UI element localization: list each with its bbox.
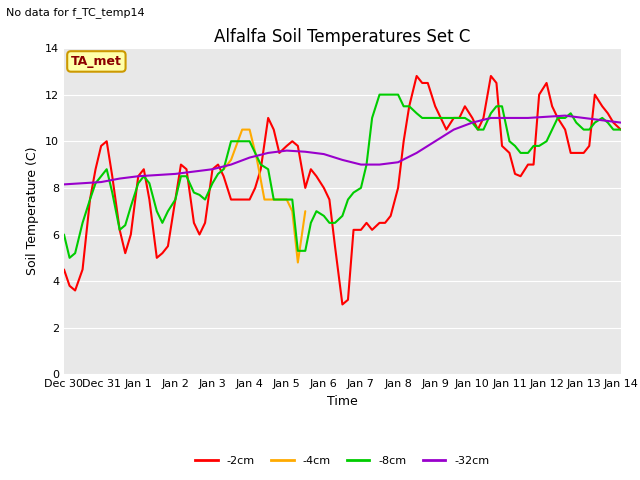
-8cm <box>617 127 625 132</box>
-8cm <box>376 92 383 97</box>
-4cm <box>266 197 274 203</box>
-32cm <box>524 115 532 121</box>
-4cm <box>253 157 261 163</box>
-32cm <box>543 114 550 120</box>
Line: -2cm: -2cm <box>64 76 621 304</box>
-32cm <box>580 115 588 121</box>
-4cm <box>227 157 235 163</box>
-32cm <box>153 172 161 178</box>
-32cm <box>283 148 291 154</box>
-4cm <box>283 197 291 203</box>
-32cm <box>357 162 365 168</box>
-2cm <box>339 301 346 307</box>
-2cm <box>387 213 394 219</box>
-32cm <box>209 167 216 172</box>
-32cm <box>227 162 235 168</box>
-2cm <box>60 266 68 272</box>
-4cm <box>260 197 268 203</box>
-8cm <box>394 92 402 97</box>
Line: -8cm: -8cm <box>64 95 621 258</box>
-32cm <box>617 120 625 125</box>
Text: TA_met: TA_met <box>71 55 122 68</box>
-32cm <box>413 150 420 156</box>
-32cm <box>79 180 86 186</box>
-32cm <box>376 162 383 168</box>
-32cm <box>60 181 68 187</box>
-32cm <box>468 120 476 125</box>
-2cm <box>190 220 198 226</box>
-4cm <box>246 127 253 132</box>
-8cm <box>609 127 617 132</box>
-32cm <box>450 127 458 132</box>
-32cm <box>97 179 105 185</box>
Line: -4cm: -4cm <box>223 130 305 263</box>
-8cm <box>196 192 204 198</box>
-4cm <box>238 127 246 132</box>
-8cm <box>134 180 142 186</box>
-4cm <box>272 197 280 203</box>
-4cm <box>289 208 296 214</box>
-8cm <box>543 138 550 144</box>
-32cm <box>339 157 346 163</box>
-32cm <box>598 118 606 123</box>
-32cm <box>320 151 328 157</box>
-32cm <box>134 173 142 179</box>
-2cm <box>413 73 420 79</box>
-2cm <box>543 80 550 86</box>
-8cm <box>209 180 216 186</box>
-32cm <box>116 176 124 181</box>
-8cm <box>66 255 74 261</box>
Text: No data for f_TC_temp14: No data for f_TC_temp14 <box>6 7 145 18</box>
-4cm <box>301 208 309 214</box>
-32cm <box>172 171 179 177</box>
-4cm <box>294 260 301 265</box>
-32cm <box>264 150 272 156</box>
-32cm <box>246 155 253 160</box>
-32cm <box>431 138 439 144</box>
-32cm <box>487 115 495 121</box>
-32cm <box>506 115 513 121</box>
Legend: -2cm, -4cm, -8cm, -32cm: -2cm, -4cm, -8cm, -32cm <box>191 452 494 471</box>
Line: -32cm: -32cm <box>64 116 621 184</box>
-2cm <box>617 127 625 132</box>
-2cm <box>609 120 617 125</box>
-8cm <box>60 232 68 238</box>
-32cm <box>301 149 309 155</box>
-2cm <box>127 232 134 238</box>
-32cm <box>561 113 569 119</box>
-4cm <box>220 167 227 172</box>
-2cm <box>201 220 209 226</box>
-32cm <box>190 168 198 174</box>
-4cm <box>277 197 285 203</box>
X-axis label: Time: Time <box>327 395 358 408</box>
Title: Alfalfa Soil Temperatures Set C: Alfalfa Soil Temperatures Set C <box>214 28 470 47</box>
-32cm <box>394 159 402 165</box>
Y-axis label: Soil Temperature (C): Soil Temperature (C) <box>26 147 40 276</box>
